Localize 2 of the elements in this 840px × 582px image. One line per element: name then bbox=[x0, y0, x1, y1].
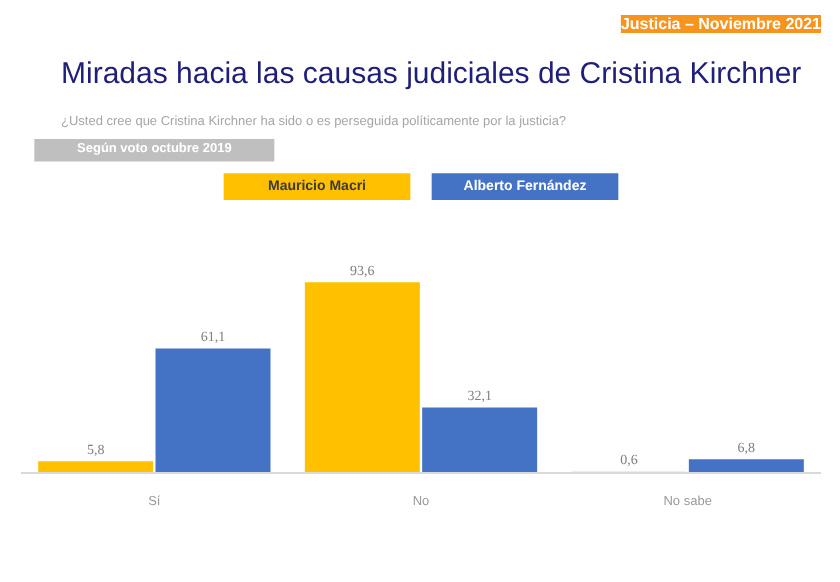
text: Justicia – Noviembre 2021 bbox=[620, 15, 823, 33]
chart-title: Miradas hacia las causas judiciales de Cristina Kirchner bbox=[61, 57, 802, 91]
